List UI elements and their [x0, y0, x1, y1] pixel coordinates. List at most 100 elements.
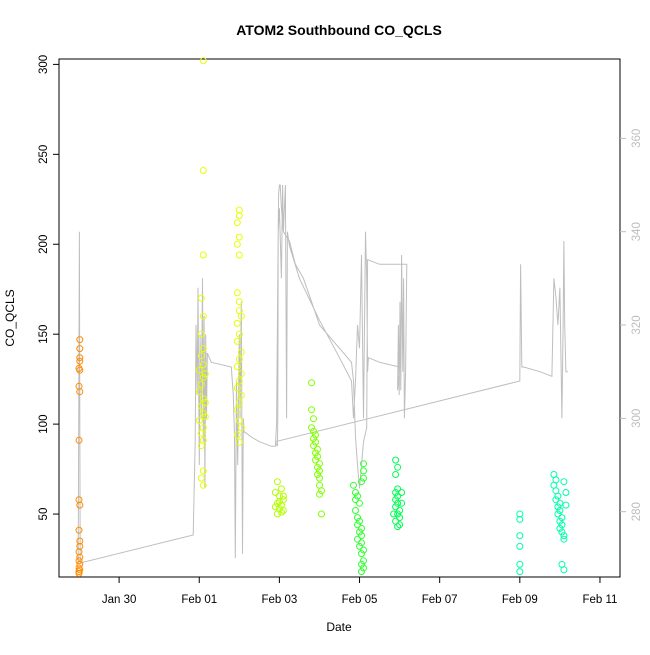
data-point: [197, 381, 205, 388]
y2-tick-label: 280: [631, 502, 643, 521]
data-point: [197, 474, 205, 482]
data-point: [76, 357, 84, 365]
data-point: [271, 489, 279, 496]
data-point: [76, 542, 84, 550]
x-tick-label: Feb 07: [422, 594, 458, 606]
data-point: [516, 532, 524, 540]
data-point: [360, 557, 367, 565]
data-point: [358, 524, 365, 532]
data-point: [308, 379, 315, 387]
data-point: [560, 532, 568, 540]
data-point: [310, 427, 317, 435]
y-tick-label: 150: [38, 325, 50, 344]
data-point: [358, 550, 365, 558]
x-tick-label: Feb 03: [261, 594, 297, 606]
data-point: [562, 489, 570, 496]
data-point: [392, 456, 400, 464]
data-point: [237, 348, 245, 356]
data-point: [197, 402, 205, 410]
data-point: [233, 289, 241, 297]
y2-tick-label: 300: [631, 409, 643, 428]
data-point: [197, 352, 205, 360]
data-point: [197, 294, 205, 302]
data-point: [360, 564, 367, 572]
data-point: [310, 415, 317, 423]
data-point: [76, 345, 84, 353]
data-point: [235, 399, 243, 406]
data-point: [358, 478, 365, 486]
data-point: [197, 442, 205, 450]
y-tick-label: 200: [38, 235, 50, 254]
data-point: [75, 569, 83, 577]
data-point: [273, 478, 281, 486]
data-point: [273, 510, 281, 518]
data-point: [76, 560, 84, 568]
data-point: [233, 319, 241, 327]
data-point: [394, 492, 402, 500]
data-point: [358, 532, 365, 540]
data-point: [235, 417, 243, 424]
data-point: [76, 566, 84, 574]
data-point: [312, 449, 319, 457]
data-point: [235, 330, 243, 338]
data-point: [314, 471, 321, 478]
data-point: [199, 481, 207, 489]
data-point: [318, 510, 325, 518]
line-series: [77, 184, 568, 564]
data-point: [316, 490, 323, 498]
data-point: [199, 57, 207, 65]
data-point: [279, 507, 287, 514]
data-point: [360, 460, 367, 468]
data-point: [235, 212, 243, 219]
chart-title: ATOM2 Southbound CO_QCLS: [236, 22, 442, 38]
data-point: [396, 507, 404, 514]
data-point: [352, 507, 359, 514]
data-point: [277, 508, 285, 516]
data-point: [75, 496, 83, 504]
data-point: [199, 467, 207, 475]
data-point: [76, 537, 84, 545]
data-point: [235, 233, 243, 241]
data-point: [554, 492, 562, 500]
data-point: [312, 438, 319, 446]
y2-tick-label: 320: [631, 315, 643, 334]
data-point: [199, 361, 207, 369]
data-point: [394, 510, 402, 518]
data-point: [237, 424, 245, 432]
data-point: [235, 206, 243, 214]
point-series-3: [308, 379, 325, 518]
y2-axis: 280 300 320 340 360: [620, 129, 643, 521]
data-point: [316, 474, 323, 482]
data-point: [558, 528, 566, 536]
data-point: [354, 535, 361, 543]
y2-tick-label: 340: [631, 222, 643, 241]
data-point: [237, 391, 245, 399]
data-point: [314, 445, 321, 453]
x-tick-label: Jan 30: [102, 594, 137, 606]
data-point: [560, 535, 568, 543]
data-point: [197, 429, 205, 437]
data-point: [516, 510, 524, 518]
data-point: [358, 539, 365, 547]
data-point: [310, 435, 317, 442]
x-tick-label: Feb 05: [342, 594, 378, 606]
data-point: [75, 557, 83, 565]
data-point: [354, 521, 361, 529]
x-axis-label: Date: [326, 620, 352, 634]
data-point: [360, 474, 367, 482]
point-series-5: [390, 456, 406, 531]
data-point: [556, 517, 564, 525]
data-point: [394, 499, 402, 507]
data-point: [392, 496, 400, 504]
data-point: [356, 528, 363, 536]
data-point: [235, 298, 243, 306]
data-point: [197, 330, 205, 338]
data-point: [394, 523, 402, 531]
data-point: [352, 489, 359, 496]
x-tick-label: Feb 01: [181, 594, 217, 606]
data-point: [516, 560, 524, 568]
data-point: [398, 499, 406, 507]
data-point: [275, 498, 283, 505]
data-point: [237, 370, 245, 378]
